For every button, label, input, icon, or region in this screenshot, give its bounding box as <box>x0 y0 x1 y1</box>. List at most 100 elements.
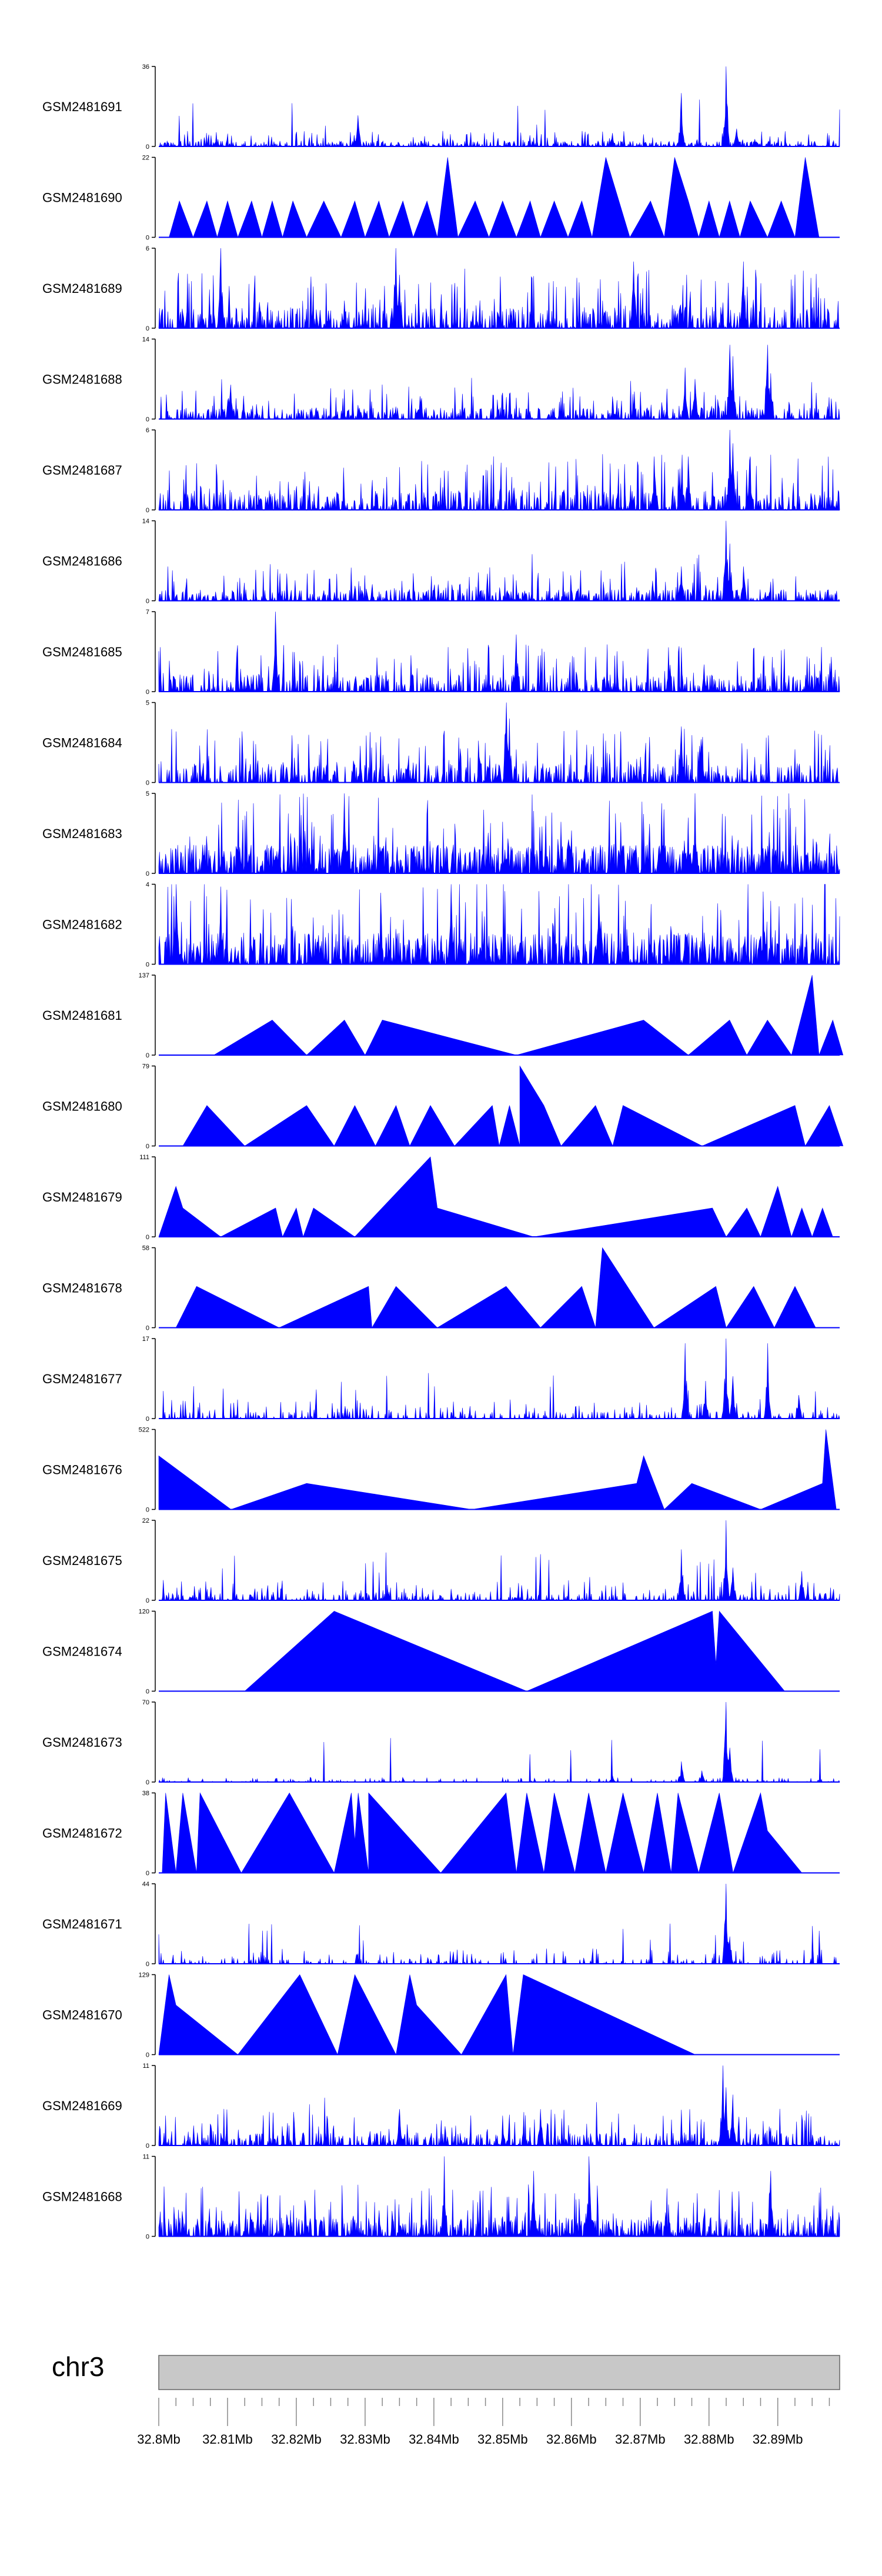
coverage-area <box>244 1610 786 1691</box>
y-tick-label: 0 <box>146 235 149 242</box>
track-label: GSM2481683 <box>42 826 122 841</box>
coverage-area <box>158 1701 840 1783</box>
y-tick-label: 11 <box>143 2063 149 2070</box>
y-tick-label: 0 <box>146 144 149 151</box>
track-GSM2481671: GSM2481671 44 0 <box>42 1881 840 1968</box>
signal-tracks: GSM2481691360GSM2481690220GSM248168960GS… <box>42 64 844 2241</box>
y-tick-label: 137 <box>139 972 149 979</box>
y-tick-label: 22 <box>142 1517 149 1524</box>
y-tick-label: 0 <box>146 507 149 514</box>
track-label: GSM2481688 <box>42 372 122 387</box>
track-label: GSM2481679 <box>42 1190 122 1204</box>
coverage-area <box>158 1156 833 1238</box>
track-label: GSM2481682 <box>42 917 122 932</box>
coverage-area <box>158 611 840 693</box>
track-GSM2481683: GSM2481683 5 0 <box>42 790 840 877</box>
x-tick-label: 32.87Mb <box>615 2432 666 2447</box>
y-tick-label: 0 <box>146 1416 149 1423</box>
track-GSM2481672: GSM2481672 38 0 <box>42 1790 840 1877</box>
y-tick-label: 6 <box>146 427 149 434</box>
x-tick-label: 32.84Mb <box>409 2432 459 2447</box>
x-tick-label: 32.8Mb <box>137 2432 180 2447</box>
coverage-area <box>159 66 840 148</box>
coverage-area <box>158 2065 840 2147</box>
y-tick-label: 0 <box>146 1052 149 1059</box>
track-GSM2481686: GSM2481686 14 0 <box>42 518 840 605</box>
y-tick-label: 0 <box>146 1779 149 1786</box>
coverage-area <box>158 2156 840 2237</box>
x-tick-label: 32.85Mb <box>477 2432 528 2447</box>
track-GSM2481681: GSM2481681 137 0 <box>42 972 844 1059</box>
y-tick-label: 17 <box>142 1336 149 1343</box>
track-label: GSM2481678 <box>42 1281 122 1296</box>
track-GSM2481669: GSM2481669 11 0 <box>42 2063 840 2150</box>
y-tick-label: 22 <box>142 155 149 162</box>
coverage-area <box>182 1065 844 1147</box>
y-tick-label: 0 <box>146 1234 149 1241</box>
y-tick-label: 0 <box>146 1870 149 1877</box>
x-tick-label: 32.83Mb <box>340 2432 390 2447</box>
coverage-area <box>159 345 840 420</box>
y-tick-label: 5 <box>146 790 149 798</box>
track-GSM2481689: GSM2481689 6 0 <box>42 245 840 332</box>
y-tick-label: 0 <box>146 416 149 423</box>
coverage-area <box>158 793 840 875</box>
y-tick-label: 0 <box>146 870 149 877</box>
track-GSM2481680: GSM2481680 79 0 <box>42 1063 844 1150</box>
y-tick-label: 522 <box>139 1427 149 1434</box>
x-tick-label: 32.86Mb <box>546 2432 597 2447</box>
track-label: GSM2481687 <box>42 463 122 478</box>
y-tick-label: 0 <box>146 1325 149 1332</box>
coverage-area <box>175 1247 816 1329</box>
track-GSM2481687: GSM2481687 6 0 <box>42 427 840 514</box>
y-tick-label: 0 <box>146 1961 149 1968</box>
y-tick-label: 38 <box>142 1790 149 1797</box>
coverage-area <box>158 884 840 965</box>
y-tick-label: 6 <box>146 245 149 252</box>
coverage-area <box>158 520 840 602</box>
track-label: GSM2481673 <box>42 1735 122 1750</box>
y-tick-label: 0 <box>146 689 149 696</box>
track-label: GSM2481669 <box>42 2098 122 2113</box>
track-GSM2481684: GSM2481684 5 0 <box>42 700 840 787</box>
track-GSM2481675: GSM2481675 22 0 <box>42 1517 840 1604</box>
y-tick-label: 0 <box>146 2052 149 2059</box>
y-tick-label: 0 <box>146 598 149 605</box>
track-label: GSM2481685 <box>42 645 122 659</box>
track-label: GSM2481671 <box>42 1917 122 1931</box>
track-label: GSM2481676 <box>42 1463 122 1477</box>
y-tick-label: 14 <box>142 518 149 525</box>
y-tick-label: 5 <box>146 700 149 707</box>
track-GSM2481674: GSM2481674 120 0 <box>42 1609 840 1696</box>
y-tick-label: 58 <box>142 1245 149 1252</box>
genome-axis: chr3 32.8Mb 32.81Mb 32.82Mb 32.83Mb 32.84Mb 32… <box>52 2351 840 2447</box>
x-tick-label: 32.88Mb <box>684 2432 734 2447</box>
x-tick-label: 32.82Mb <box>271 2432 322 2447</box>
track-label: GSM2481674 <box>42 1644 122 1659</box>
chromosome-ideogram <box>158 2355 840 2390</box>
track-label: GSM2481677 <box>42 1372 122 1386</box>
track-GSM2481677: GSM2481677 17 0 <box>42 1336 840 1423</box>
track-label: GSM2481689 <box>42 281 122 296</box>
track-label: GSM2481686 <box>42 554 122 569</box>
y-tick-label: 0 <box>146 1143 149 1150</box>
y-tick-label: 44 <box>142 1881 149 1888</box>
y-tick-label: 0 <box>146 1689 149 1696</box>
track-GSM2481688: GSM2481688 14 0 <box>42 336 840 423</box>
coverage-area <box>213 975 844 1056</box>
track-label: GSM2481684 <box>42 736 122 750</box>
coverage-area <box>158 1429 837 1510</box>
x-tick-label: 32.81Mb <box>202 2432 253 2447</box>
coverage-area <box>162 1792 803 1874</box>
y-tick-label: 0 <box>146 780 149 787</box>
y-tick-label: 0 <box>146 325 149 332</box>
track-GSM2481676: GSM2481676 522 0 <box>42 1427 840 1514</box>
track-GSM2481670: GSM2481670 129 0 <box>42 1972 840 2059</box>
track-label: GSM2481691 <box>42 99 122 114</box>
track-GSM2481668: GSM2481668 11 0 <box>42 2154 840 2241</box>
track-GSM2481690: GSM2481690 22 0 <box>42 155 840 242</box>
track-label: GSM2481670 <box>42 2008 122 2023</box>
y-tick-label: 36 <box>142 64 149 71</box>
y-tick-label: 14 <box>142 336 149 343</box>
